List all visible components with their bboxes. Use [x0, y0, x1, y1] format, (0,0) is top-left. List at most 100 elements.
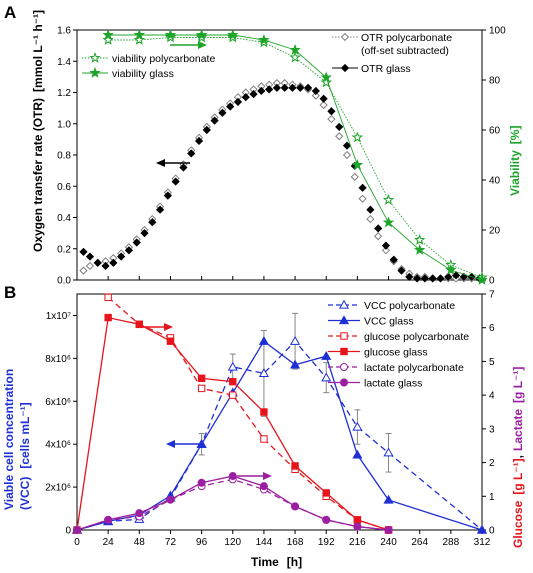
panel-a-left-tick-label: 0.8 [57, 151, 71, 162]
panel-b-left-tick-label: 1x10⁷ [46, 311, 72, 322]
otr-glass-point [132, 238, 141, 247]
lactate-glass-point [135, 509, 144, 518]
otr-glass-point [381, 241, 391, 250]
panel-a-legend-left: viability polycarbonate viability glass [82, 51, 215, 80]
otr-polycarbonate-point [358, 194, 367, 203]
panel-b-x-axis-label: Time [h] [251, 555, 302, 569]
otr-glass-point [296, 83, 305, 92]
legend-marker-viability-glass [89, 66, 101, 78]
otr-glass-point [389, 255, 398, 264]
panel-b-right-axis-label: Glucose[g L⁻¹],Lactate[g L⁻¹] [511, 367, 525, 548]
series-lactate-glass [73, 472, 393, 534]
glucose-glass-point [353, 516, 362, 524]
panel-b-arrow-purple [237, 472, 272, 480]
lactate-glass-point [322, 515, 331, 524]
otr-glass-point [155, 205, 165, 214]
glucose-glass-point [197, 374, 206, 382]
otr-glass-point [327, 107, 336, 116]
lactate-glass-point [384, 526, 393, 534]
lactate-glass-point [197, 478, 206, 487]
otr-polycarbonate-point [366, 214, 375, 224]
otr-polycarbonate-point [374, 232, 383, 241]
legend-marker-glucose-glass [340, 347, 348, 356]
glucose-polycarbonate-point [197, 384, 206, 393]
legend-otr-glass: OTR glass [361, 63, 411, 75]
otr-polycarbonate-point [342, 150, 352, 160]
viability-glass-point [320, 71, 332, 83]
glucose-polycarbonate-line [107, 296, 389, 531]
vcc-glass-line [76, 340, 483, 531]
otr-polycarbonate-point [335, 132, 344, 141]
otr-glass-point [428, 274, 437, 283]
otr-glass-point [210, 116, 219, 125]
otr-glass-point [171, 177, 180, 186]
panel-b-left-tick-label: 0 [65, 526, 71, 537]
panel-b-left-tick-label: 4x10⁶ [45, 440, 71, 451]
viability-glass-point [413, 243, 426, 255]
glucose-glass-point [166, 337, 175, 345]
otr-glass-point [109, 258, 118, 267]
otr-polycarbonate-point [319, 100, 328, 110]
panel-b-x-tick-label: 72 [165, 537, 177, 548]
glucose-glass-point [291, 462, 299, 470]
viability-polycarbonate-point [413, 233, 426, 245]
panel-b-right-tick-label: 6 [489, 323, 495, 334]
lactate-glass-point [291, 502, 300, 511]
legend-label-lactate-glass: lactate glass [364, 378, 422, 390]
vcc-polycarbonate-point [383, 447, 394, 457]
legend-marker-lactate-polycarbonate [340, 363, 348, 371]
otr-glass-point [288, 83, 297, 92]
vcc-polycarbonate-point [352, 421, 363, 431]
panel-b-right-tick-label: 3 [489, 424, 495, 435]
lactate-glass-point [73, 526, 81, 534]
panel-b-x-tick-label: 216 [349, 537, 366, 548]
lactate-glass-point [353, 522, 362, 531]
panel-b-right-tick-label: 4 [489, 391, 495, 402]
vcc-glass-point [321, 351, 332, 360]
otr-glass-point [374, 224, 383, 233]
series-glucose-glass [73, 313, 393, 534]
viability-glass-point [289, 44, 301, 55]
panel-a-left-axis-label: Oxygen transfer rate (OTR)[mmol L⁻¹ h⁻¹] [31, 10, 45, 252]
otr-glass-point [93, 258, 102, 267]
vcc-glass-point [352, 449, 363, 459]
viability-glass-point [445, 264, 457, 275]
lactate-glass-line [76, 475, 389, 531]
panel-b-x-tick-label: 288 [443, 537, 460, 548]
panel-a-left-tick-label: 1.4 [57, 57, 71, 68]
legend-marker-glucose-polycarbonate [340, 332, 348, 340]
panel-a-left-tick-label: 1.6 [57, 26, 71, 37]
legend-marker-otr-glass [340, 63, 350, 73]
series-lactate-polycarbonate [73, 475, 393, 534]
otr-glass-point [272, 83, 282, 92]
panel-a-left-tick-label: 0.6 [57, 182, 71, 193]
panel-b-legend: VCC polycarbonate VCC glass glucose polyca… [328, 299, 469, 390]
vcc-glass-point [258, 335, 269, 345]
otr-glass-point [412, 274, 422, 283]
viability-glass-point [133, 28, 146, 40]
panel-b-x-tick-label: 48 [134, 537, 146, 548]
panel-b-x-tick-label: 312 [474, 537, 491, 548]
panel-a-left-tick-label: 1.0 [57, 119, 71, 130]
panel-a-left-tick-label: 0.2 [57, 244, 71, 255]
otr-glass-point [335, 122, 344, 131]
otr-glass-point [249, 89, 258, 99]
legend-label-glucose-glass: glucose glass [364, 347, 428, 359]
panel-b-right-tick-label: 5 [489, 357, 495, 368]
legend-otr-polycarbonate: OTR polycarbonate [361, 32, 452, 44]
panel-a-left-tick-label: 0.4 [57, 213, 71, 224]
viability-polycarbonate-point [133, 33, 146, 45]
panel-b-left-tick-label: 6x10⁶ [45, 397, 71, 408]
panel-b-x-tick-label: 240 [380, 537, 397, 548]
legend-viability-polycarbonate: viability polycarbonate [112, 53, 215, 65]
panel-a-arrow-right [170, 41, 207, 49]
viability-polycarbonate-point [289, 51, 301, 63]
otr-glass-point [148, 218, 157, 227]
panel-a-right-tick-label: 60 [489, 126, 501, 137]
glucose-glass-point [260, 408, 268, 416]
otr-glass-point [179, 163, 188, 172]
lactate-glass-point [259, 482, 268, 491]
legend-marker-viability-polycarbonate [89, 51, 101, 63]
otr-polycarbonate-point [85, 261, 95, 271]
panel-b-arrow-blue [166, 440, 200, 448]
